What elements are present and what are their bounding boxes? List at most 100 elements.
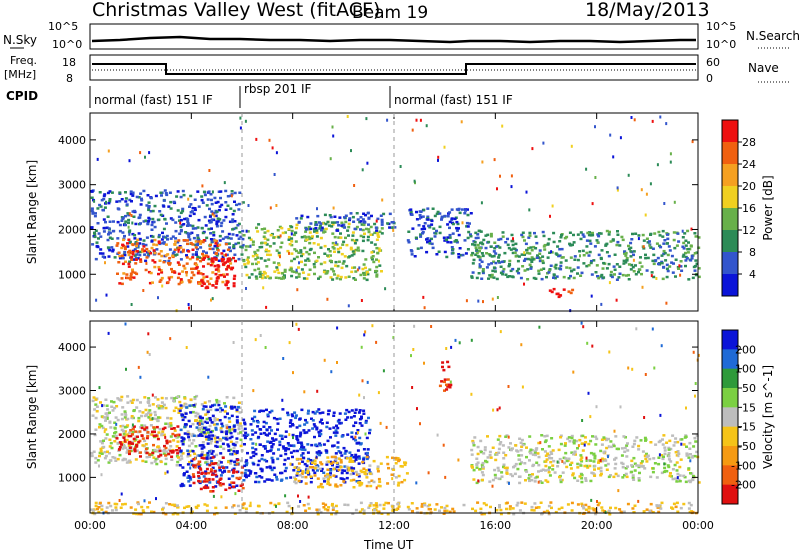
heatmap-cell bbox=[345, 243, 349, 247]
heatmap-cell bbox=[113, 406, 117, 410]
heatmap-cell bbox=[559, 480, 563, 484]
heatmap-cell bbox=[352, 220, 356, 223]
heatmap-cell bbox=[333, 273, 336, 276]
heatmap-cell bbox=[209, 437, 213, 440]
colorbar-tick-label: 50 bbox=[742, 382, 756, 395]
heatmap-cell bbox=[243, 436, 247, 440]
heatmap-cell bbox=[310, 443, 314, 447]
heatmap-cell bbox=[599, 458, 602, 462]
heatmap-cell bbox=[197, 476, 201, 479]
heatmap-cell bbox=[209, 220, 213, 224]
heatmap-cell bbox=[520, 501, 524, 504]
heatmap-cell bbox=[648, 457, 652, 461]
heatmap-cell bbox=[144, 443, 148, 446]
heatmap-cell bbox=[366, 448, 370, 451]
heatmap-cell bbox=[364, 472, 368, 476]
heatmap-cell bbox=[124, 197, 128, 200]
heatmap-cell bbox=[162, 235, 165, 238]
heatmap-cell bbox=[128, 277, 132, 280]
heatmap-cell bbox=[550, 250, 553, 254]
heatmap-cell bbox=[240, 253, 244, 256]
heatmap-cell bbox=[224, 208, 228, 211]
heatmap-cell bbox=[378, 264, 382, 267]
heatmap-cell bbox=[192, 464, 196, 467]
heatmap-cell bbox=[180, 436, 184, 439]
cpid-segment-1: normal (fast) 151 IF bbox=[94, 93, 213, 107]
heatmap-cell bbox=[631, 507, 635, 510]
heatmap-cell bbox=[305, 250, 309, 254]
heatmap-cell bbox=[319, 444, 323, 447]
heatmap-cell bbox=[205, 435, 208, 438]
heatmap-cell bbox=[380, 223, 384, 226]
heatmap-cell bbox=[288, 251, 290, 255]
heatmap-cell bbox=[259, 257, 263, 260]
heatmap-cell bbox=[367, 506, 371, 509]
heatmap-cell bbox=[474, 246, 478, 249]
heatmap-cell bbox=[376, 251, 380, 255]
heatmap-cell bbox=[380, 512, 384, 515]
heatmap-cell bbox=[607, 254, 611, 258]
heatmap-cell bbox=[113, 256, 117, 259]
heatmap-cell bbox=[582, 325, 585, 329]
heatmap-cell bbox=[172, 200, 176, 204]
heatmap-cell bbox=[161, 430, 165, 433]
heatmap-cell bbox=[170, 396, 174, 400]
heatmap-cell bbox=[319, 482, 323, 486]
heatmap-cell bbox=[530, 256, 534, 259]
heatmap-cell bbox=[185, 256, 189, 259]
heatmap-cell bbox=[251, 461, 255, 465]
heatmap-cell bbox=[477, 299, 480, 303]
heatmap-cell bbox=[572, 233, 575, 237]
heatmap-cell bbox=[271, 511, 275, 514]
heatmap-cell bbox=[581, 512, 585, 515]
heatmap-cell bbox=[312, 263, 316, 266]
heatmap-cell bbox=[410, 250, 414, 253]
heatmap-cell bbox=[147, 206, 151, 210]
heatmap-cell bbox=[215, 282, 219, 285]
heatmap-cell bbox=[480, 277, 484, 280]
heatmap-cell bbox=[351, 512, 355, 515]
heatmap-cell bbox=[293, 248, 297, 251]
heatmap-cell bbox=[592, 460, 596, 463]
heatmap-cell bbox=[163, 189, 167, 192]
heatmap-cell bbox=[499, 330, 502, 334]
heatmap-cell bbox=[587, 507, 591, 510]
heatmap-cell bbox=[247, 236, 251, 240]
heatmap-cell bbox=[284, 231, 287, 234]
heatmap-cell bbox=[166, 238, 169, 241]
heatmap-cell bbox=[542, 234, 546, 238]
heatmap-cell bbox=[295, 426, 299, 429]
heatmap-cell bbox=[495, 451, 499, 455]
heatmap-cell bbox=[491, 484, 494, 488]
heatmap-cell bbox=[211, 462, 215, 466]
heatmap-cell bbox=[300, 472, 304, 475]
heatmap-cell bbox=[288, 268, 292, 272]
heatmap-cell bbox=[637, 444, 641, 448]
heatmap-cell bbox=[455, 220, 459, 224]
heatmap-cell bbox=[330, 455, 334, 459]
heatmap-cell bbox=[208, 207, 211, 211]
y-tick-label: 4000 bbox=[58, 341, 86, 354]
heatmap-cell bbox=[317, 485, 320, 489]
heatmap-cell bbox=[534, 448, 538, 451]
heatmap-cell bbox=[228, 420, 232, 423]
heatmap-cell bbox=[556, 465, 560, 468]
heatmap-cell bbox=[171, 432, 175, 436]
heatmap-cell bbox=[116, 242, 120, 245]
heatmap-cell bbox=[318, 442, 322, 445]
heatmap-cell bbox=[331, 461, 335, 464]
heatmap-cell bbox=[196, 504, 200, 507]
heatmap-cell bbox=[125, 451, 129, 454]
heatmap-cell bbox=[508, 505, 512, 508]
heatmap-cell bbox=[108, 231, 112, 235]
heatmap-cell bbox=[313, 467, 317, 470]
heatmap-cell bbox=[295, 474, 299, 477]
heatmap-cell bbox=[455, 229, 459, 232]
heatmap-cell bbox=[579, 237, 583, 241]
colorbar-swatch bbox=[722, 465, 738, 486]
heatmap-cell bbox=[374, 508, 378, 511]
heatmap-cell bbox=[363, 470, 367, 474]
heatmap-cell bbox=[323, 244, 327, 248]
heatmap-cell bbox=[691, 477, 695, 481]
heatmap-cell bbox=[277, 271, 281, 275]
